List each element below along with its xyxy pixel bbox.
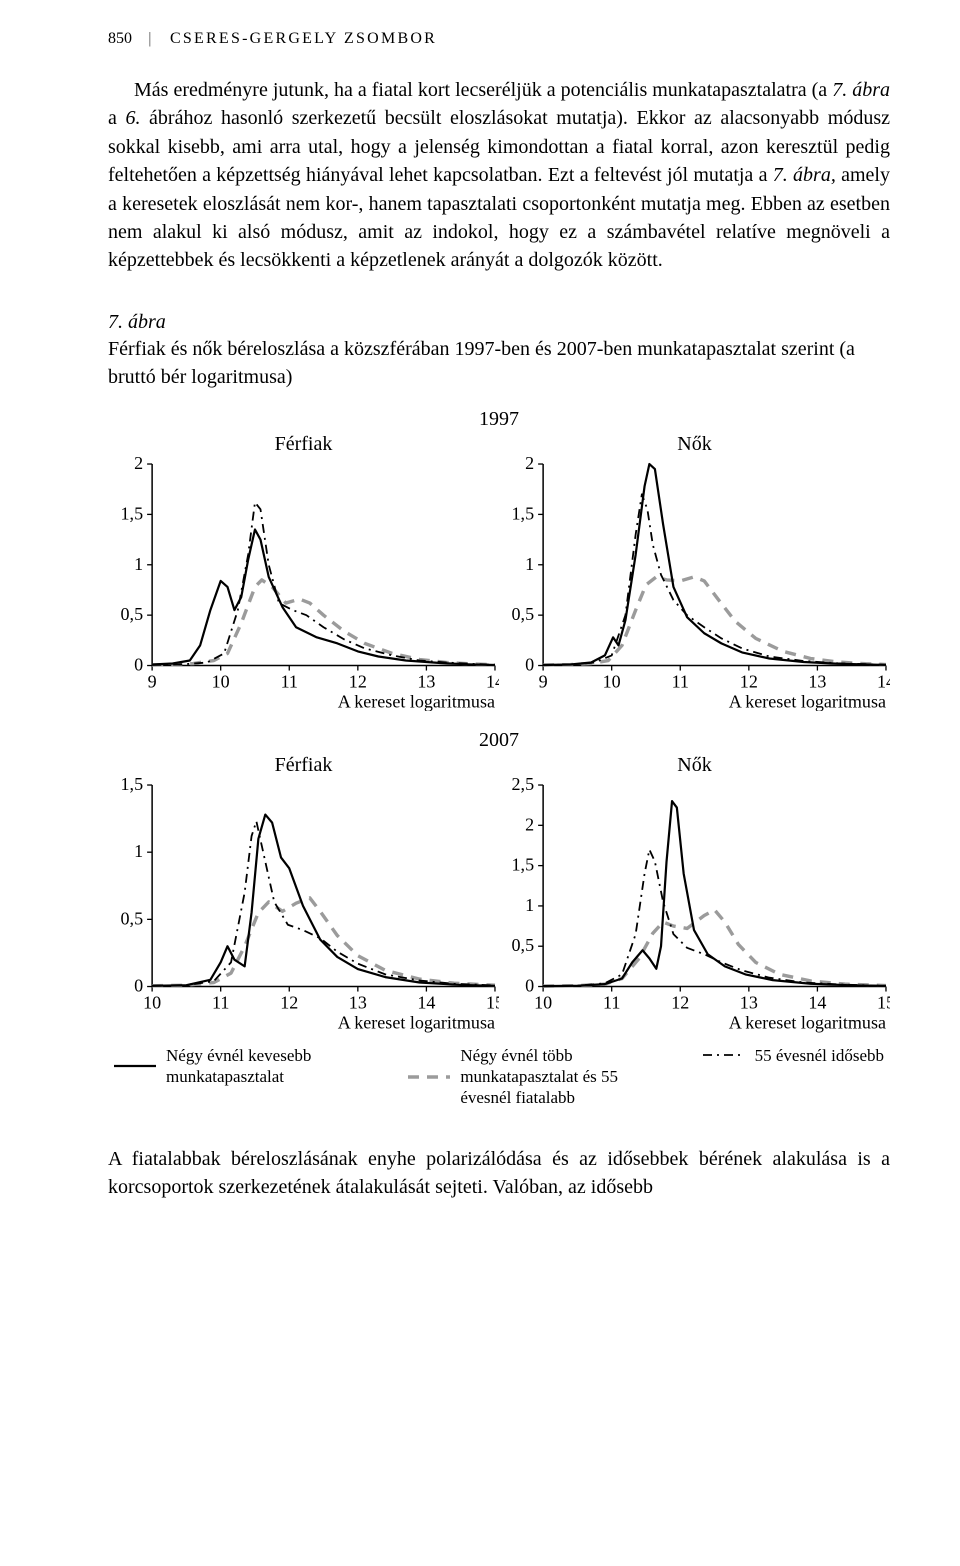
col-title-men-2007: Férfiak <box>108 754 499 777</box>
svg-text:A kereset logaritmusa: A kereset logaritmusa <box>729 691 886 711</box>
svg-text:12: 12 <box>280 993 298 1013</box>
chart-women-1997: 0 0,5 1 1,5 2 9 10 11 12 13 14A kereset logaritmus… <box>499 456 890 712</box>
legend-label-1: Négy évnél kevesebb munkatapasztalat <box>166 1045 368 1088</box>
legend-label-3: 55 évesnél idősebb <box>755 1045 884 1066</box>
paragraph-2: A fiatalabbak béreloszlásának enyhe pola… <box>108 1145 890 1202</box>
year-2007-label: 2007 <box>108 729 890 752</box>
running-head: 850 | CSERES-GERGELY ZSOMBOR <box>108 30 890 48</box>
figure-7: 1997 Férfiak Nők 00,511,5291011121314A k… <box>108 408 890 1109</box>
svg-text:10: 10 <box>143 993 161 1013</box>
svg-text:A kereset logaritmusa: A kereset logaritmusa <box>338 1013 495 1033</box>
p1-c: a <box>108 107 125 129</box>
chart-men-1997: 0 0,5 1 1,5 2 9 10 11 12 13 14A kereset logaritmus… <box>108 456 499 712</box>
legend-item-3: 55 évesnél idősebb <box>703 1045 884 1066</box>
svg-text:12: 12 <box>740 671 758 691</box>
legend-swatch-dash <box>408 1070 450 1084</box>
p1-f: 7. ábra, <box>773 164 836 186</box>
svg-text:2: 2 <box>525 814 534 834</box>
svg-text:11: 11 <box>672 671 689 691</box>
p1-a: Más eredményre jutunk, ha a fiatal kort … <box>134 79 832 101</box>
svg-text:0: 0 <box>525 976 534 996</box>
charts-row-2007: 00,511,5101112131415A kereset logaritmus… <box>108 777 890 1033</box>
svg-text:14: 14 <box>808 993 826 1013</box>
figure-legend: Négy évnél kevesebb munkatapasztalat Nég… <box>108 1045 890 1109</box>
svg-text:10: 10 <box>534 993 552 1013</box>
svg-text:A kereset logaritmusa: A kereset logaritmusa <box>729 1013 886 1033</box>
svg-text:13: 13 <box>349 993 367 1013</box>
svg-text:1: 1 <box>525 553 534 573</box>
svg-text:13: 13 <box>740 993 758 1013</box>
svg-text:2,5: 2,5 <box>512 777 535 794</box>
svg-text:15: 15 <box>877 993 890 1013</box>
svg-text:1,5: 1,5 <box>121 777 144 794</box>
svg-text:A kereset logaritmusa: A kereset logaritmusa <box>338 691 495 711</box>
running-head-author: CSERES-GERGELY ZSOMBOR <box>170 30 437 47</box>
legend-swatch-dashdot <box>703 1048 745 1062</box>
svg-text:13: 13 <box>417 671 435 691</box>
svg-text:13: 13 <box>808 671 826 691</box>
row-titles-2007: Férfiak Nők <box>108 754 890 777</box>
svg-text:1: 1 <box>134 841 143 861</box>
svg-text:11: 11 <box>603 993 620 1013</box>
svg-text:0: 0 <box>134 976 143 996</box>
svg-text:2: 2 <box>134 456 143 473</box>
svg-text:0,5: 0,5 <box>121 909 144 929</box>
svg-text:14: 14 <box>486 671 499 691</box>
svg-text:1: 1 <box>525 895 534 915</box>
svg-text:0,5: 0,5 <box>121 604 144 624</box>
svg-text:0,5: 0,5 <box>512 935 535 955</box>
svg-text:14: 14 <box>877 671 890 691</box>
legend-swatch-solid <box>114 1059 156 1073</box>
svg-text:14: 14 <box>417 993 435 1013</box>
svg-text:0: 0 <box>134 654 143 674</box>
chart-men-2007: 0 0,5 1 1,5 10 11 12 13 14 15A kereset logaritmus… <box>108 777 499 1033</box>
svg-text:10: 10 <box>212 671 230 691</box>
body-text: Más eredményre jutunk, ha a fiatal kort … <box>108 76 890 275</box>
svg-text:1,5: 1,5 <box>121 503 144 523</box>
svg-text:9: 9 <box>148 671 157 691</box>
svg-text:12: 12 <box>349 671 367 691</box>
svg-text:0: 0 <box>525 654 534 674</box>
paragraph-1: Más eredményre jutunk, ha a fiatal kort … <box>108 76 890 275</box>
chart-women-2007: 0 0,5 1 1,5 2 2,5 10 11 12 13 14 15A kereset logari… <box>499 777 890 1033</box>
p1-d: 6. <box>125 107 140 129</box>
col-title-women-1997: Nők <box>499 433 890 456</box>
svg-text:1,5: 1,5 <box>512 855 535 875</box>
figure-caption: 7. ábra Férfiak és nők béreloszlása a kö… <box>108 309 890 392</box>
legend-item-1: Négy évnél kevesebb munkatapasztalat <box>114 1045 368 1088</box>
legend-item-2: Négy évnél több munkatapasztalat és 55 é… <box>408 1045 662 1109</box>
row-titles-1997: Férfiak Nők <box>108 433 890 456</box>
charts-row-1997: 00,511,5291011121314A kereset logaritmus… <box>108 456 890 712</box>
figure-caption-head: 7. ábra <box>108 309 890 337</box>
svg-text:11: 11 <box>212 993 229 1013</box>
head-separator: | <box>148 30 153 47</box>
col-title-women-2007: Nők <box>499 754 890 777</box>
year-1997-label: 1997 <box>108 408 890 431</box>
svg-text:12: 12 <box>671 993 689 1013</box>
svg-text:1: 1 <box>134 553 143 573</box>
svg-text:0,5: 0,5 <box>512 604 535 624</box>
svg-text:11: 11 <box>281 671 298 691</box>
svg-text:1,5: 1,5 <box>512 503 535 523</box>
figure-caption-body: Férfiak és nők béreloszlása a közszféráb… <box>108 336 890 391</box>
legend-label-2: Négy évnél több munkatapasztalat és 55 é… <box>460 1045 662 1109</box>
page-number: 850 <box>108 30 132 47</box>
svg-text:9: 9 <box>539 671 548 691</box>
svg-text:2: 2 <box>525 456 534 473</box>
svg-text:15: 15 <box>486 993 499 1013</box>
p1-b: 7. ábra <box>832 79 890 101</box>
col-title-men-1997: Férfiak <box>108 433 499 456</box>
bottom-text: A fiatalabbak béreloszlásának enyhe pola… <box>108 1145 890 1202</box>
svg-text:10: 10 <box>603 671 621 691</box>
